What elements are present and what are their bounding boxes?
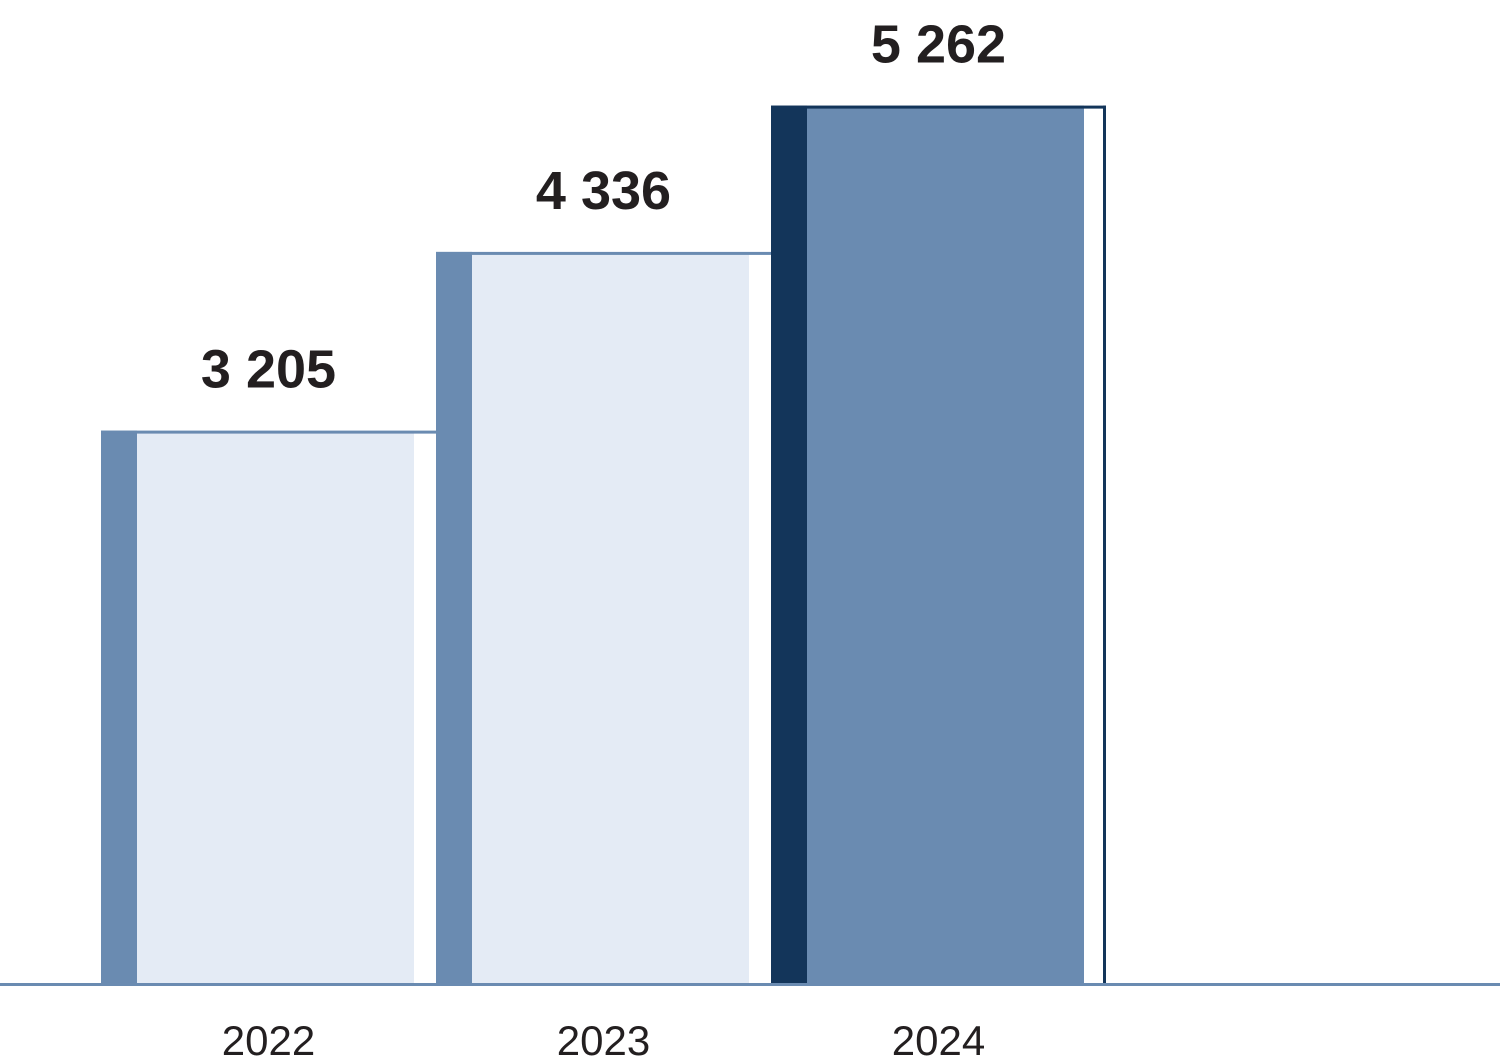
x-axis-baseline xyxy=(0,983,1500,986)
x-tick-label-2022: 2022 xyxy=(222,1017,315,1057)
bar-2023 xyxy=(472,251,749,985)
data-label-2022: 3 205 xyxy=(201,340,336,400)
data-label-2023: 4 336 xyxy=(536,161,671,221)
bar-2022 xyxy=(137,430,414,984)
bar-top-edge-2023 xyxy=(436,251,771,255)
bar-top-edge-2022 xyxy=(101,430,436,434)
bar-2024 xyxy=(807,105,1084,984)
x-tick-label-2023: 2023 xyxy=(557,1017,650,1057)
bar-accent-2022 xyxy=(101,430,137,984)
bar-accent-2024 xyxy=(771,105,807,984)
bar-top-edge-2024 xyxy=(771,105,1106,109)
data-label-2024: 5 262 xyxy=(871,15,1006,75)
bar-right-edge-2024 xyxy=(1103,105,1106,984)
x-tick-label-2024: 2024 xyxy=(892,1017,985,1057)
bar-accent-2023 xyxy=(436,251,472,985)
